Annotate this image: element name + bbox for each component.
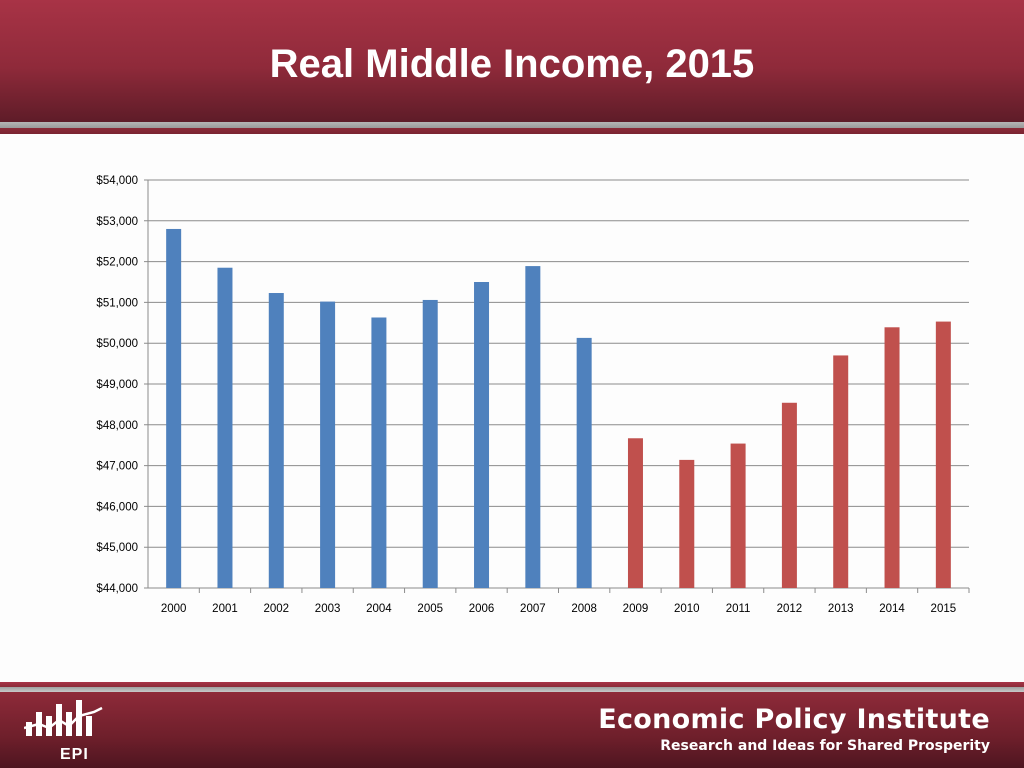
bar-2009	[627, 438, 643, 588]
x-tick-label: 2010	[674, 603, 700, 615]
x-tick-label: 2013	[828, 603, 854, 615]
x-tick-label: 2012	[777, 603, 803, 615]
y-tick-label: $46,000	[96, 501, 138, 513]
bar-2003	[320, 301, 336, 588]
bar-2007	[525, 266, 541, 588]
bar-2014	[884, 327, 900, 588]
bar-2011	[730, 443, 746, 588]
x-tick-label: 2006	[469, 603, 495, 615]
organization-name: Economic Policy Institute	[598, 704, 990, 735]
x-tick-label: 2001	[212, 603, 238, 615]
x-tick-label: 2000	[161, 603, 187, 615]
y-tick-label: $45,000	[96, 542, 138, 554]
x-tick-label: 2011	[726, 603, 751, 615]
bar-2005	[422, 299, 438, 588]
epi-bar-chart-icon	[23, 700, 103, 736]
x-tick-label: 2007	[520, 603, 546, 615]
y-tick-label: $44,000	[96, 583, 138, 595]
header-divider	[0, 122, 1024, 134]
y-tick-label: $48,000	[96, 420, 138, 432]
x-tick-label: 2015	[931, 603, 957, 615]
x-tick-label: 2004	[366, 603, 392, 615]
bar-2001	[217, 267, 233, 588]
x-tick-label: 2003	[315, 603, 341, 615]
y-tick-label: $47,000	[96, 461, 138, 473]
x-tick-label: 2002	[263, 603, 289, 615]
bar-2012	[781, 402, 797, 588]
slide-footer: EPI Economic Policy Institute Research a…	[0, 692, 1024, 768]
logo-text: EPI	[60, 746, 89, 763]
y-tick-label: $52,000	[96, 257, 138, 269]
y-tick-label: $53,000	[96, 216, 138, 228]
y-tick-label: $49,000	[96, 379, 138, 391]
y-tick-label: $51,000	[96, 297, 138, 309]
x-tick-label: 2008	[571, 603, 597, 615]
y-tick-label: $50,000	[96, 338, 138, 350]
slide-header: Real Middle Income, 2015	[0, 0, 1024, 122]
organization-tagline: Research and Ideas for Shared Prosperity	[660, 738, 990, 754]
slide-title: Real Middle Income, 2015	[269, 42, 755, 86]
bar-2000	[166, 228, 182, 588]
x-tick-label: 2005	[417, 603, 443, 615]
bar-2015	[935, 321, 951, 588]
chart-area: $44,000 $45,000 $46,000 $47,000 $48,000 $49,0…	[0, 134, 1024, 680]
epi-logo: EPI	[23, 698, 104, 764]
y-tick-label: $54,000	[96, 175, 138, 187]
bar-2010	[679, 459, 695, 588]
bar-2002	[268, 293, 284, 588]
bar-2006	[474, 282, 490, 588]
bar-2013	[833, 355, 849, 588]
bar-chart: $44,000 $45,000 $46,000 $47,000 $48,000 $49,0…	[96, 175, 970, 615]
x-tick-label: 2014	[879, 603, 905, 615]
bar-2008	[576, 337, 592, 588]
x-tick-label: 2009	[623, 603, 649, 615]
bar-2004	[371, 317, 387, 588]
footer-divider	[0, 682, 1024, 692]
